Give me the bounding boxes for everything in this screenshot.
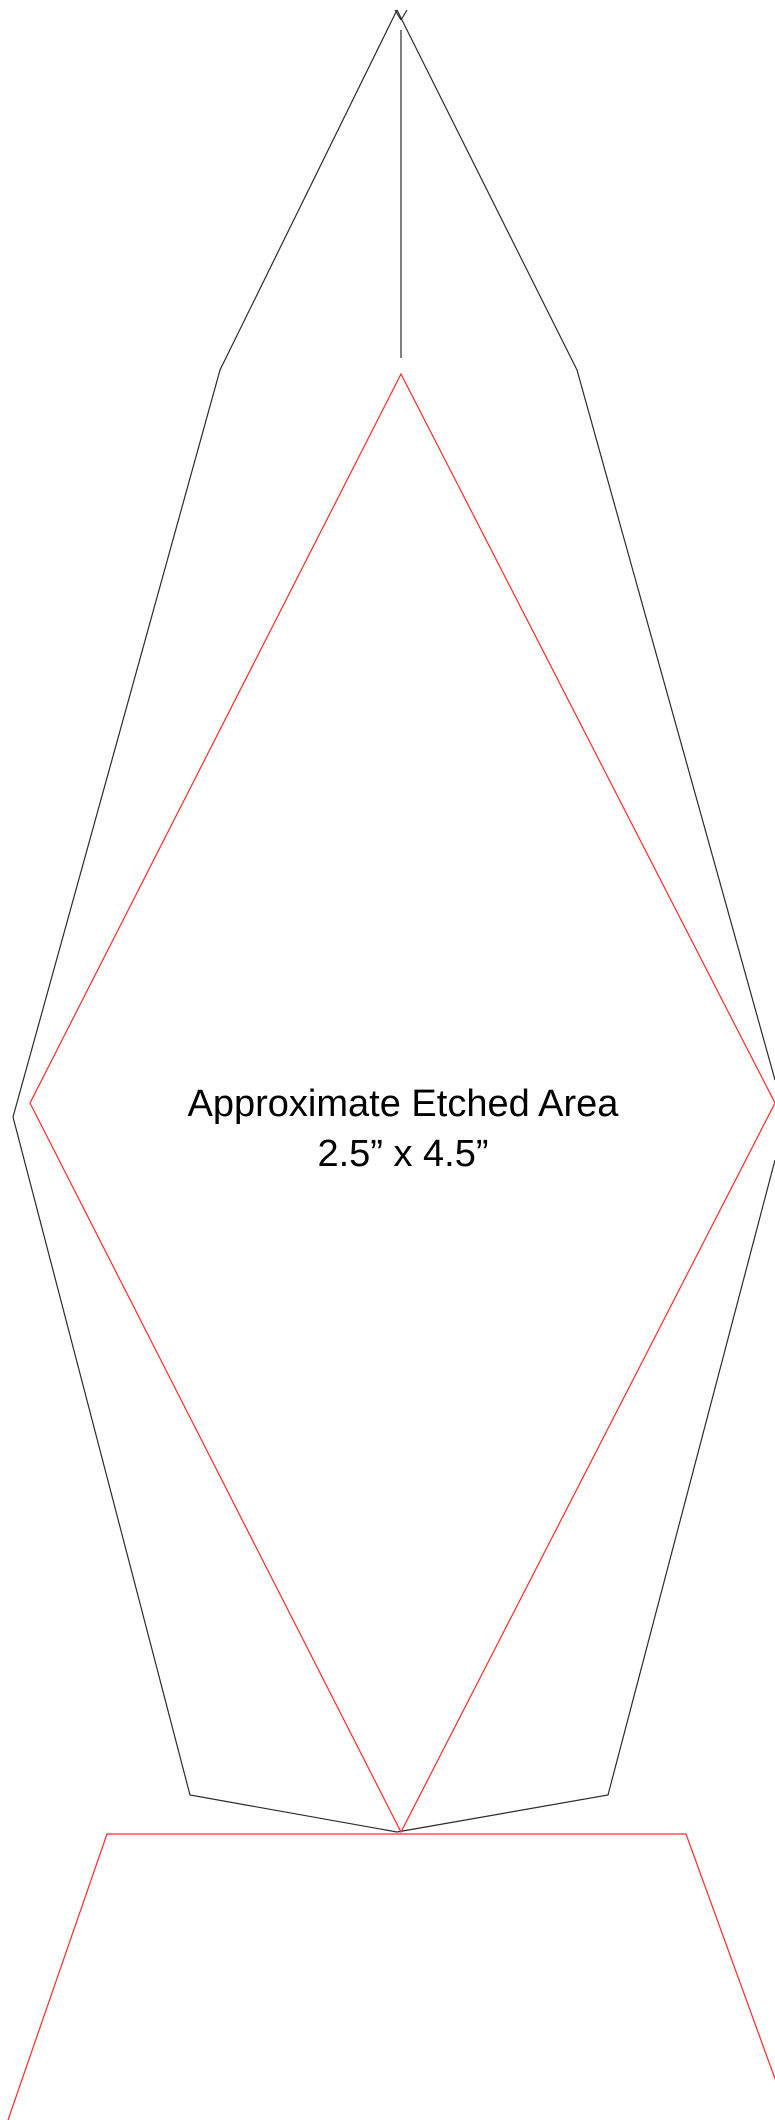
top-tick-right <box>400 9 408 21</box>
etched-area-dimensions: 2.5” x 4.5” <box>317 1133 488 1175</box>
top-tick-left <box>394 9 402 21</box>
trophy-outline-right-lower <box>396 1159 775 1833</box>
etched-area-label: Approximate Etched Area <box>188 1083 620 1125</box>
trophy-base <box>7 1833 775 2120</box>
trophy-outline-left <box>12 9 398 1833</box>
trophy-outline <box>12 9 775 1833</box>
trophy-outline-right-upper <box>396 9 775 1081</box>
etched-area-diamond <box>29 372 775 1834</box>
